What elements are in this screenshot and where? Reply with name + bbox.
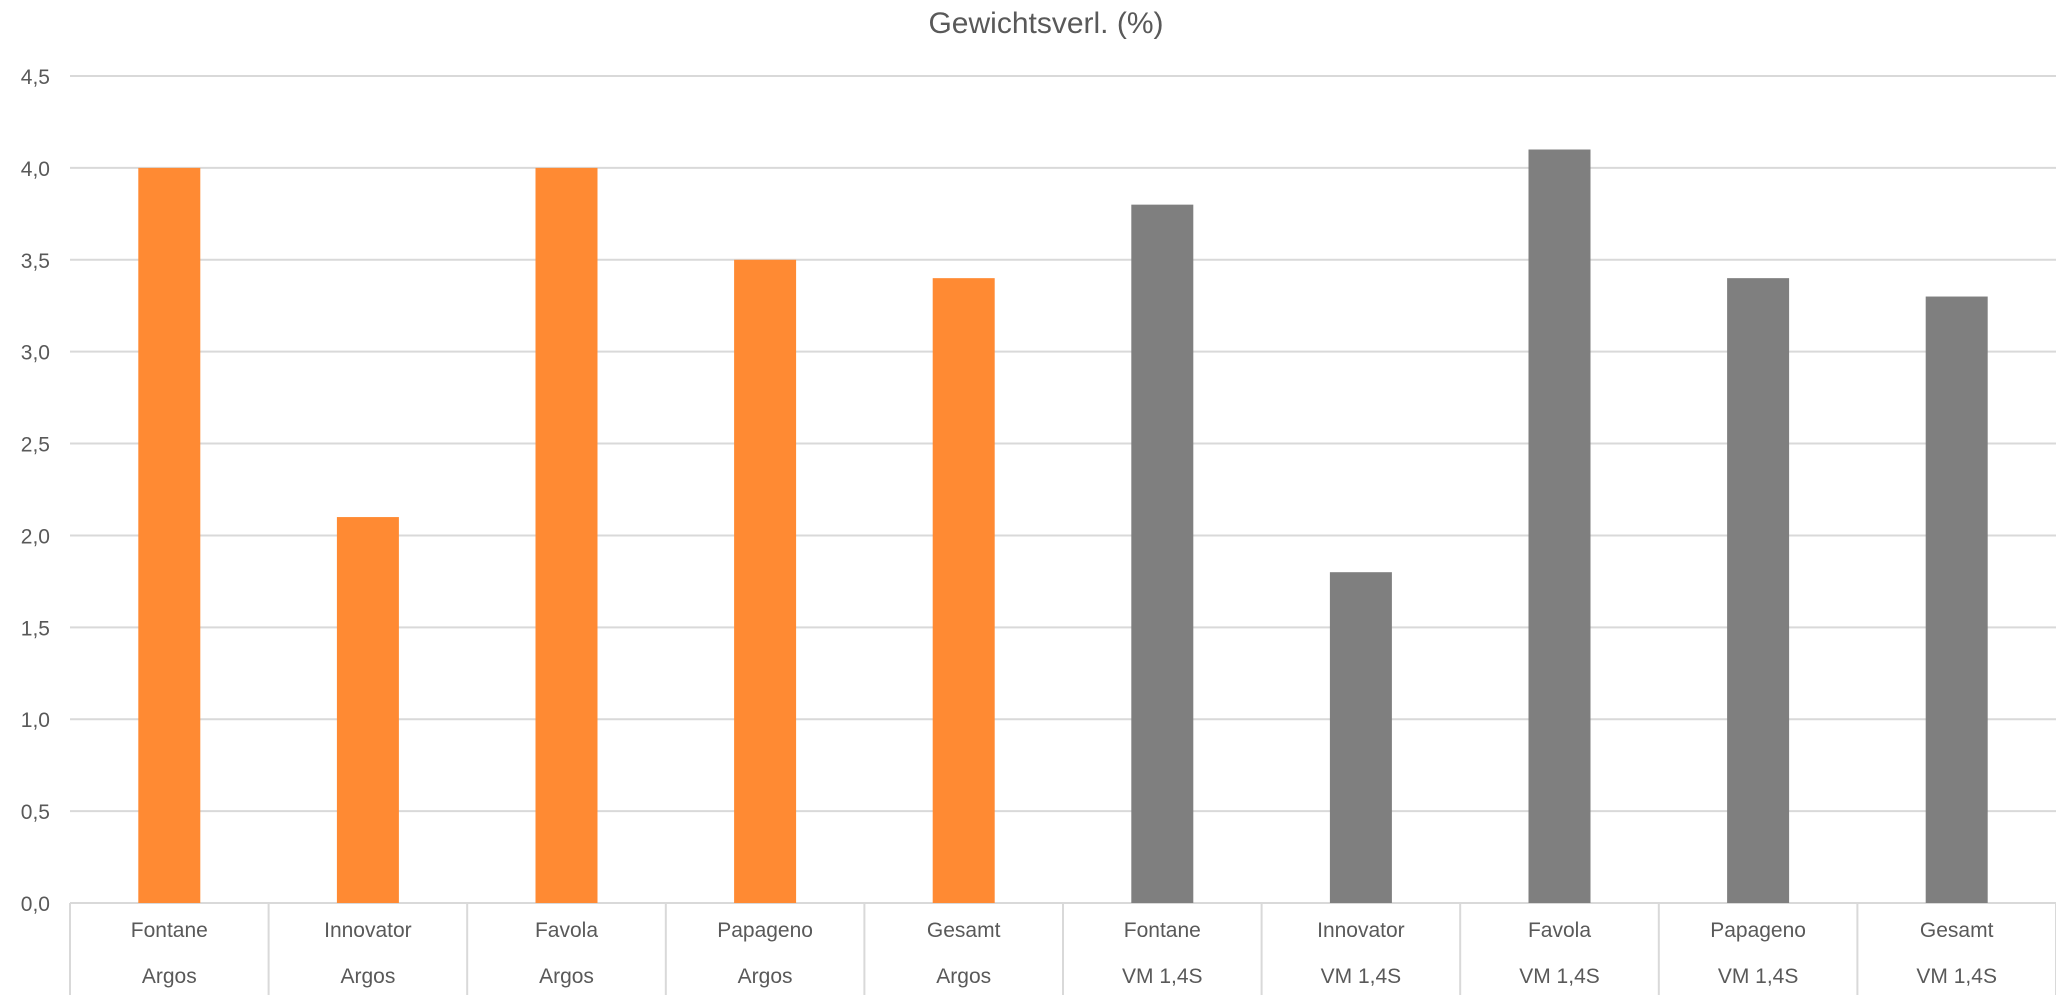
y-tick-label: 1,0 — [21, 709, 50, 732]
x-group-label: Argos — [936, 965, 991, 988]
y-tick-label: 3,0 — [21, 342, 50, 365]
y-tick-label: 3,5 — [21, 250, 50, 273]
x-category-label: Gesamt — [927, 919, 1001, 942]
bar — [1528, 149, 1591, 903]
bar — [1329, 572, 1392, 903]
x-category-label: Innovator — [324, 919, 412, 942]
x-group-label: VM 1,4S — [1122, 965, 1203, 988]
bar — [1727, 278, 1790, 904]
x-category-label: Innovator — [1317, 919, 1405, 942]
bar — [932, 278, 995, 904]
bar — [336, 517, 399, 903]
x-category-label: Fontane — [131, 919, 208, 942]
chart-title: Gewichtsverl. (%) — [928, 7, 1163, 40]
x-group-label: VM 1,4S — [1321, 965, 1402, 988]
x-category-label: Gesamt — [1920, 919, 1994, 942]
x-group-label: Argos — [539, 965, 594, 988]
x-group-label: VM 1,4S — [1916, 965, 1997, 988]
bar — [1925, 296, 1988, 903]
x-category-label: Papageno — [717, 919, 813, 942]
x-group-label: Argos — [340, 965, 395, 988]
bar — [734, 259, 797, 903]
y-tick-label: 4,0 — [21, 158, 50, 181]
x-category-label: Fontane — [1124, 919, 1201, 942]
bar — [138, 167, 201, 903]
x-group-label: VM 1,4S — [1718, 965, 1799, 988]
y-tick-label: 2,0 — [21, 525, 50, 548]
bar — [1131, 204, 1194, 904]
y-tick-label: 0,0 — [21, 893, 50, 916]
y-tick-label: 0,5 — [21, 801, 50, 824]
x-group-label: Argos — [142, 965, 197, 988]
bar — [535, 167, 598, 903]
x-category-label: Papageno — [1710, 919, 1806, 942]
y-tick-label: 4,5 — [21, 66, 50, 89]
x-category-label: Favola — [1528, 919, 1591, 942]
x-group-label: Argos — [738, 965, 793, 988]
x-category-label: Favola — [535, 919, 598, 942]
x-group-label: VM 1,4S — [1519, 965, 1600, 988]
y-tick-label: 1,5 — [21, 617, 50, 640]
y-tick-label: 2,5 — [21, 434, 50, 457]
